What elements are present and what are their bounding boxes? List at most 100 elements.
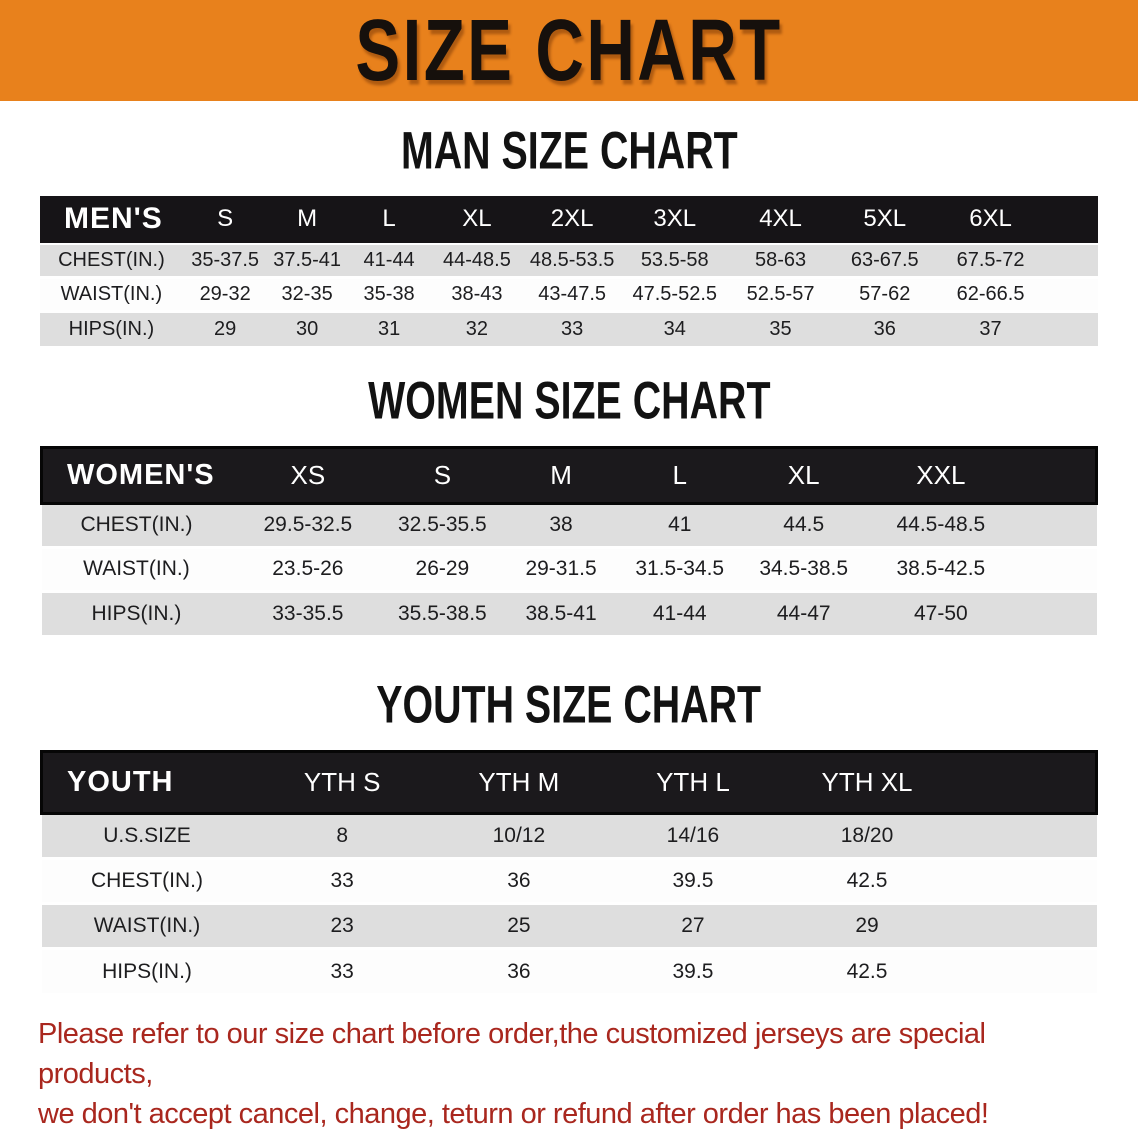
column-header-yth-xl: YTH XL [821,766,913,797]
size-value-cell: 33-35.5 [272,601,344,625]
size-value-cell: 47.5-52.5 [632,283,717,306]
women-header-row: WOMEN'S XS S M L XL XXL [41,447,1097,504]
disclaimer-line-1: Please refer to our size chart before or… [38,1018,986,1091]
row-label: WAIST(IN.) [60,283,163,306]
size-value-cell: 33 [330,959,354,983]
women-row-waist-in.-: WAIST(IN.) 23.5-26 26-29 29-31.5 31.5-34.5 34… [41,547,1097,592]
size-value-cell: 34 [663,318,686,341]
size-value-cell: 48.5-53.5 [529,249,615,272]
size-value-cell: 53.5-58 [640,249,709,272]
women-row-hips-in.-: HIPS(IN.) 33-35.5 35.5-38.5 38.5-41 41-44 44-… [41,591,1097,636]
size-value-cell: 41-44 [363,249,415,272]
size-value-cell: 23.5-26 [272,557,344,581]
youth-header-row: YOUTH YTH S YTH M YTH L YTH XL [41,751,1097,814]
column-header-m: M [297,205,318,233]
size-value-cell: 18/20 [840,823,894,847]
row-label: HIPS(IN.) [91,601,182,625]
row-spacer [954,858,1096,903]
youth-section-title-text: YOUTH SIZE CHART [376,676,762,735]
disclaimer-line-2: we don't accept cancel, change, teturn o… [38,1098,989,1131]
youth-section-title: YOUTH SIZE CHART [0,676,1138,735]
column-header-4xl: 4XL [759,205,802,233]
size-value-cell: 41-44 [652,601,707,625]
size-value-cell: 41 [668,513,692,537]
men-section-title-text: MAN SIZE CHART [400,122,738,181]
size-value-cell: 26-29 [415,557,470,581]
row-label: WAIST(IN.) [83,557,190,581]
men-table: MEN'S S M L XL 2XL 3XL 4XL 5XL 6XL CHEST(IN.) 35-37… [40,195,1098,346]
column-header-yth-m: YTH M [478,766,560,797]
size-value-cell: 14/16 [666,823,720,847]
size-value-cell: 29-32 [199,283,251,306]
column-header-s: S [217,205,234,233]
men-row-hips-in.-: HIPS(IN.) 29 30 31 32 33 34 35 36 37 [40,311,1098,346]
size-value-cell: 29-31.5 [525,557,597,581]
men-size-table: MEN'S S M L XL 2XL 3XL 4XL 5XL 6XL CHEST(IN.) 35-37… [40,195,1098,346]
size-value-cell: 39.5 [672,868,714,892]
size-value-cell: 25 [507,913,531,937]
size-value-cell: 38.5-41 [525,601,597,625]
column-header-m: M [550,459,572,490]
women-table: WOMEN'S XS S M L XL XXL CHEST(IN.) 29.5-32.5 32.5… [40,446,1098,636]
banner: SIZE CHART [0,0,1138,101]
size-value-cell: 63-67.5 [850,249,919,272]
size-value-cell: 30 [296,318,319,341]
size-value-cell: 35.5-38.5 [398,601,487,625]
size-value-cell: 31 [377,318,401,341]
row-spacer [1045,278,1098,312]
size-value-cell: 32 [465,318,489,341]
size-value-cell: 38.5-42.5 [896,557,986,581]
column-header-l: L [672,459,687,490]
column-header-yth-s: YTH S [303,766,381,797]
row-spacer [1012,503,1096,547]
size-value-cell: 31.5-34.5 [635,557,725,581]
size-value-cell: 42.5 [846,868,888,892]
size-value-cell: 67.5-72 [956,249,1025,272]
men-row-waist-in.-: WAIST(IN.) 29-32 32-35 35-38 38-43 43-47.5 47.… [40,277,1098,312]
youth-row-waist-in.-: WAIST(IN.) 23 25 27 29 [41,903,1097,949]
youth-row-chest-in.-: CHEST(IN.) 33 36 39.5 42.5 [41,858,1097,904]
size-value-cell: 34.5-38.5 [759,557,849,581]
column-header-2xl: 2XL [550,205,594,233]
size-value-cell: 42.5 [846,959,888,983]
row-label: HIPS(IN.) [68,318,155,341]
men-section-title: MAN SIZE CHART [0,122,1138,181]
youth-row-hips-in.-: HIPS(IN.) 33 36 39.5 42.5 [41,948,1097,994]
header-spacer [954,751,1096,813]
size-value-cell: 35-37.5 [191,249,260,272]
column-header-xl: XL [462,205,492,233]
row-label: CHEST(IN.) [91,868,203,892]
column-header-s: S [433,459,452,490]
size-value-cell: 23 [330,913,354,937]
column-header-l: L [382,205,396,233]
column-header-xl: XL [787,459,820,490]
youth-row-u.s.size: U.S.SIZE 8 10/12 14/16 18/20 [41,813,1097,859]
size-value-cell: 33 [330,868,354,892]
column-header-xxl: XXL [916,459,966,490]
row-spacer [954,903,1096,948]
row-spacer [1012,547,1096,591]
column-header-yth-l: YTH L [656,766,730,797]
row-label: WAIST(IN.) [93,913,201,937]
row-spacer [1012,591,1096,635]
size-value-cell: 10/12 [492,823,546,847]
size-value-cell: 8 [336,823,349,847]
row-label: U.S.SIZE [103,823,191,847]
size-value-cell: 39.5 [672,959,714,983]
youth-size-table: YOUTH YTH S YTH M YTH L YTH XL U.S.SIZE 8 10/12… [40,750,1098,994]
disclaimer: Please refer to our size chart before or… [38,1014,1100,1132]
size-value-cell: 62-66.5 [956,283,1025,306]
row-spacer [1045,244,1098,278]
size-value-cell: 36 [507,868,531,892]
women-size-table: WOMEN'S XS S M L XL XXL CHEST(IN.) 29.5-32.5 32.5… [40,446,1098,636]
men-header-label: MEN'S [64,202,163,236]
men-row-chest-in.-: CHEST(IN.) 35-37.5 37.5-41 41-44 44-48.5 48.5… [40,243,1098,278]
size-value-cell: 57-62 [859,283,911,306]
size-value-cell: 37 [979,318,1002,341]
header-spacer [1012,447,1096,503]
size-value-cell: 35 [769,318,792,341]
size-value-cell: 29 [214,318,237,341]
size-value-cell: 44-47 [776,601,831,625]
size-value-cell: 44-48.5 [442,249,511,272]
size-value-cell: 32.5-35.5 [398,513,487,537]
